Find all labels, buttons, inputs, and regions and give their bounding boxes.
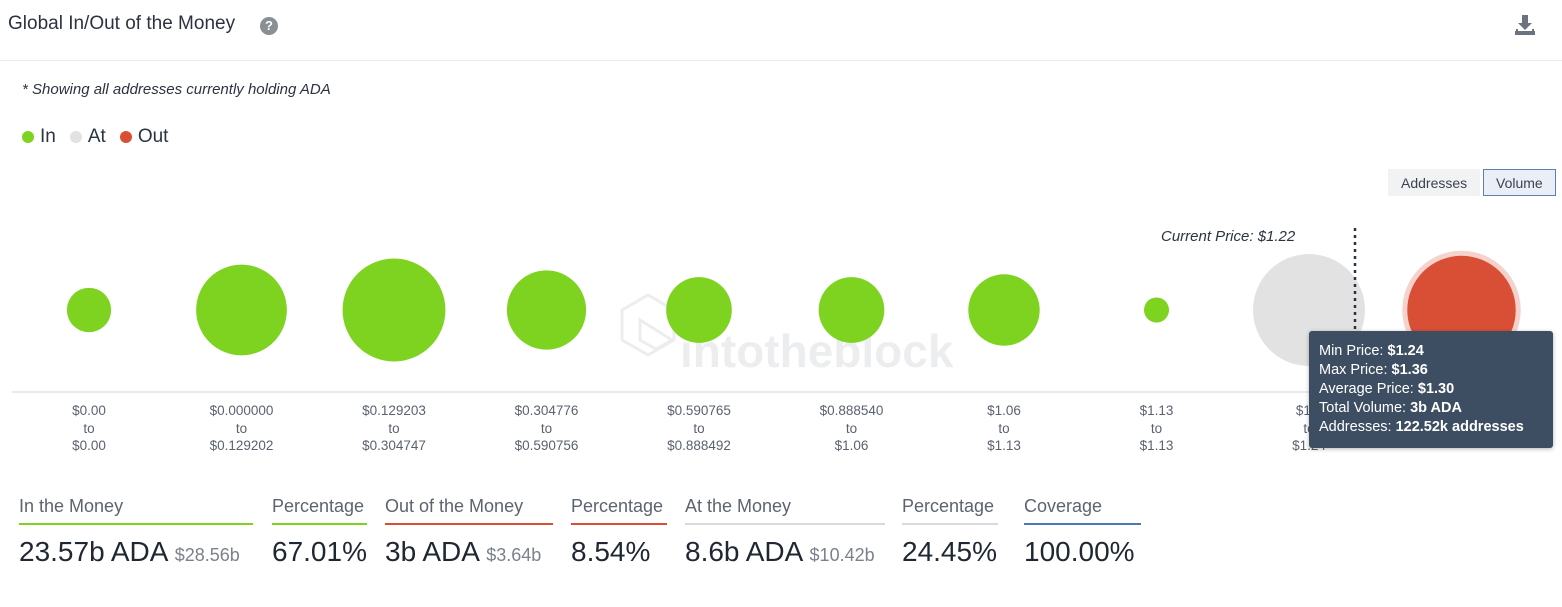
stat-value: 3b ADA: [385, 536, 479, 567]
legend-label-out: Out: [137, 126, 169, 147]
stat-out-of-the-money: Out of the Money 3b ADA $3.64b: [385, 496, 553, 568]
help-icon[interactable]: ?: [260, 17, 278, 35]
stat-value-row: 8.6b ADA $10.42b: [685, 536, 885, 568]
svg-text:intotheblock: intotheblock: [680, 325, 954, 377]
legend-dot-out: [119, 131, 132, 143]
legend-item-in[interactable]: In: [22, 126, 56, 148]
bubble-4[interactable]: [506, 270, 587, 350]
bubble-3[interactable]: [342, 258, 446, 362]
stat-bar: [571, 523, 667, 525]
stat-out-percentage: Percentage 8.54%: [571, 496, 667, 568]
stat-bar: [1024, 523, 1141, 525]
stat-in-the-money: In the Money 23.57b ADA $28.56b: [19, 496, 253, 568]
legend-label-at: At: [87, 126, 106, 147]
tooltip-min-value: $1.24: [1387, 343, 1424, 359]
tooltip-avg-label: Average Price:: [1319, 381, 1414, 397]
stat-usd: $28.56b: [174, 545, 240, 565]
stat-bar: [272, 523, 367, 525]
stat-label: Percentage: [902, 496, 995, 516]
stat-value: 67.01%: [272, 536, 367, 567]
current-price-label: Current Price: $1.22: [1161, 228, 1296, 245]
stat-value: 8.54%: [571, 536, 651, 567]
bubble-8[interactable]: [1143, 297, 1170, 323]
tick-label-8: $1.13 to $1.13: [1139, 403, 1174, 453]
stat-value-row: 23.57b ADA $28.56b: [19, 536, 253, 568]
stat-value: 8.6b ADA: [685, 536, 802, 567]
bubble-1[interactable]: [66, 287, 112, 333]
stat-usd: $10.42b: [809, 545, 875, 565]
holding-note: * Showing all addresses currently holdin…: [22, 81, 331, 98]
legend-item-out[interactable]: Out: [119, 126, 169, 148]
header: Global In/Out of the Money ?: [0, 0, 1562, 61]
stat-at-percentage: Percentage 24.45%: [902, 496, 998, 568]
tick-label-5: $0.590765 to $0.888492: [667, 403, 731, 453]
stat-label: Percentage: [571, 496, 664, 516]
stat-label: In the Money: [19, 496, 124, 516]
tooltip-max-label: Max Price:: [1319, 362, 1388, 378]
bubble-7[interactable]: [968, 274, 1040, 346]
stat-label: At the Money: [685, 496, 792, 516]
tooltip-addresses-label: Addresses:: [1319, 419, 1392, 435]
volume-toggle-button[interactable]: Volume: [1483, 169, 1556, 196]
bubble-5[interactable]: [666, 277, 732, 343]
stat-label: Out of the Money: [385, 496, 524, 516]
tick-label-7: $1.06 to $1.13: [987, 403, 1021, 453]
stat-at-the-money: At the Money 8.6b ADA $10.42b: [685, 496, 885, 568]
tooltip-addresses-value: 122.52k addresses: [1395, 419, 1524, 435]
stat-in-percentage: Percentage 67.01%: [272, 496, 367, 568]
tick-label-1: $0.00 to $0.00: [72, 403, 106, 453]
stat-value-row: 3b ADA $3.64b: [385, 536, 553, 568]
stat-label: Coverage: [1024, 496, 1103, 516]
addresses-toggle-button[interactable]: Addresses: [1388, 169, 1481, 196]
legend-dot-at: [69, 131, 82, 143]
tick-label-6: $0.888540 to $1.06: [819, 403, 884, 453]
tooltip-volume-label: Total Volume:: [1319, 400, 1407, 416]
watermark: intotheblock: [620, 293, 954, 377]
tick-label-2: $0.000000 to $0.129202: [209, 403, 274, 453]
tick-label-3: $0.129203 to $0.304747: [362, 403, 426, 453]
legend: In At Out: [22, 126, 168, 148]
stat-value: 23.57b ADA: [19, 536, 167, 567]
tick-label-4: $0.304776 to $0.590756: [514, 403, 579, 453]
bubble-6[interactable]: [818, 277, 885, 343]
stat-value: 24.45%: [902, 536, 997, 567]
bubble-2[interactable]: [196, 264, 287, 356]
legend-dot-in: [22, 131, 34, 143]
stat-bar: [19, 523, 253, 525]
stat-bar: [902, 523, 998, 525]
stat-coverage: Coverage 100.00%: [1024, 496, 1141, 568]
download-icon[interactable]: [1512, 12, 1538, 38]
page-title: Global In/Out of the Money: [8, 13, 236, 34]
tooltip-max-value: $1.36: [1391, 362, 1428, 378]
tooltip-volume-value: 3b ADA: [1410, 400, 1462, 416]
tooltip-min-label: Min Price:: [1319, 343, 1384, 359]
tooltip: Min Price: $1.24 Max Price: $1.36 Averag…: [1309, 331, 1553, 448]
legend-label-in: In: [40, 126, 56, 147]
stat-bar: [385, 523, 553, 525]
tooltip-avg-value: $1.30: [1417, 381, 1455, 397]
stat-value: 100.00%: [1024, 536, 1135, 567]
legend-item-at[interactable]: At: [69, 126, 106, 148]
stat-bar: [685, 523, 885, 525]
stat-usd: $3.64b: [486, 545, 542, 565]
stat-label: Percentage: [272, 496, 365, 516]
